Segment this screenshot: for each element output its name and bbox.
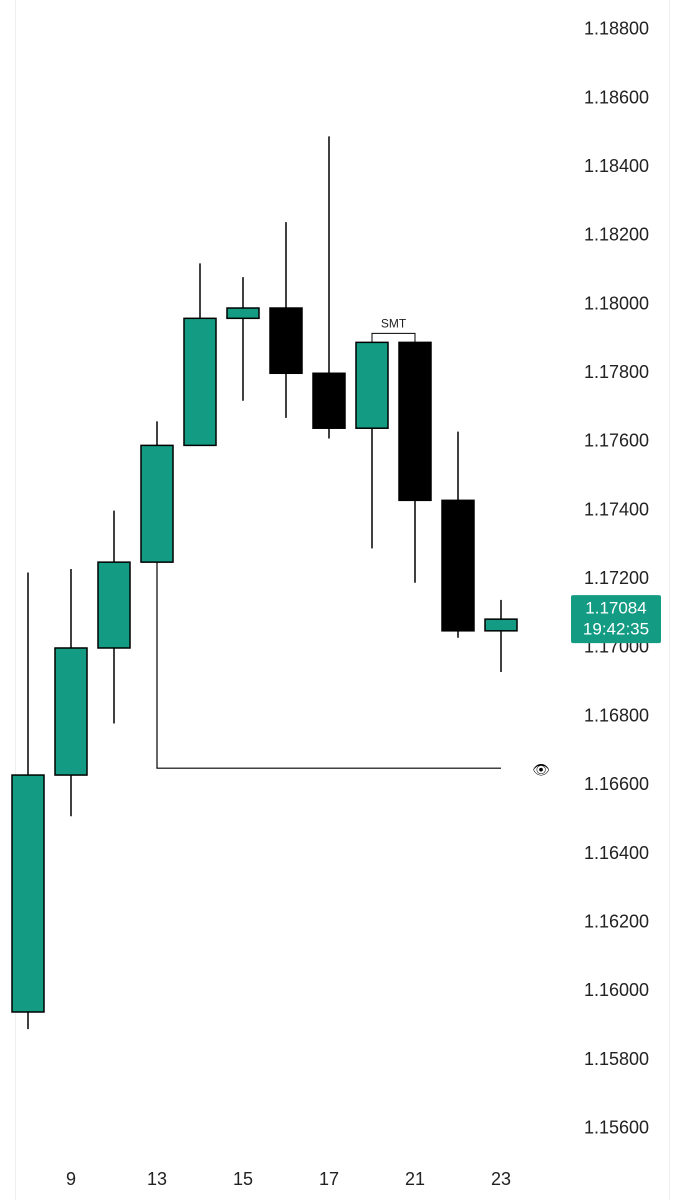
y-tick-label: 1.16800 <box>584 705 649 725</box>
candle-body <box>97 561 131 649</box>
candle-body <box>355 341 389 429</box>
y-tick-label: 1.16400 <box>584 843 649 863</box>
candle-body <box>312 372 346 429</box>
candle-body <box>398 341 432 502</box>
y-tick-label: 1.17400 <box>584 499 649 519</box>
x-tick-label: 9 <box>66 1169 76 1189</box>
price-tag <box>571 595 661 644</box>
candle-body <box>269 307 303 375</box>
x-tick-label: 23 <box>491 1169 511 1189</box>
y-tick-label: 1.15600 <box>584 1118 649 1138</box>
y-tick-label: 1.17200 <box>584 568 649 588</box>
candle-body <box>183 317 217 447</box>
y-tick-label: 1.16000 <box>584 980 649 1000</box>
smt-bracket <box>371 332 416 343</box>
y-tick-label: 1.18800 <box>584 19 649 39</box>
level-line <box>156 562 501 769</box>
y-tick-label: 1.18200 <box>584 225 649 245</box>
y-tick-label: 1.15800 <box>584 1049 649 1069</box>
candle-body <box>226 307 260 320</box>
candle-body <box>140 444 174 563</box>
x-tick-label: 17 <box>319 1169 339 1189</box>
annotation: SMT <box>381 317 407 331</box>
x-tick-label: 21 <box>405 1169 425 1189</box>
candle-body <box>54 647 88 776</box>
price-tag-value: 1.17084 <box>585 599 646 618</box>
candle-body <box>11 774 45 1013</box>
y-tick-label: 1.16200 <box>584 911 649 931</box>
y-tick-label: 1.17600 <box>584 431 649 451</box>
y-tick-label: 1.18600 <box>584 87 649 107</box>
candle-body <box>484 618 518 632</box>
candle-body <box>441 499 475 632</box>
price-tag-countdown: 19:42:35 <box>583 620 649 639</box>
y-tick-label: 1.18000 <box>584 293 649 313</box>
x-tick-label: 15 <box>233 1169 253 1189</box>
eye-icon[interactable]: 👁 <box>532 762 550 778</box>
y-tick-label: 1.16600 <box>584 774 649 794</box>
y-tick-label: 1.17800 <box>584 362 649 382</box>
x-tick-label: 13 <box>147 1169 167 1189</box>
y-tick-label: 1.18400 <box>584 156 649 176</box>
